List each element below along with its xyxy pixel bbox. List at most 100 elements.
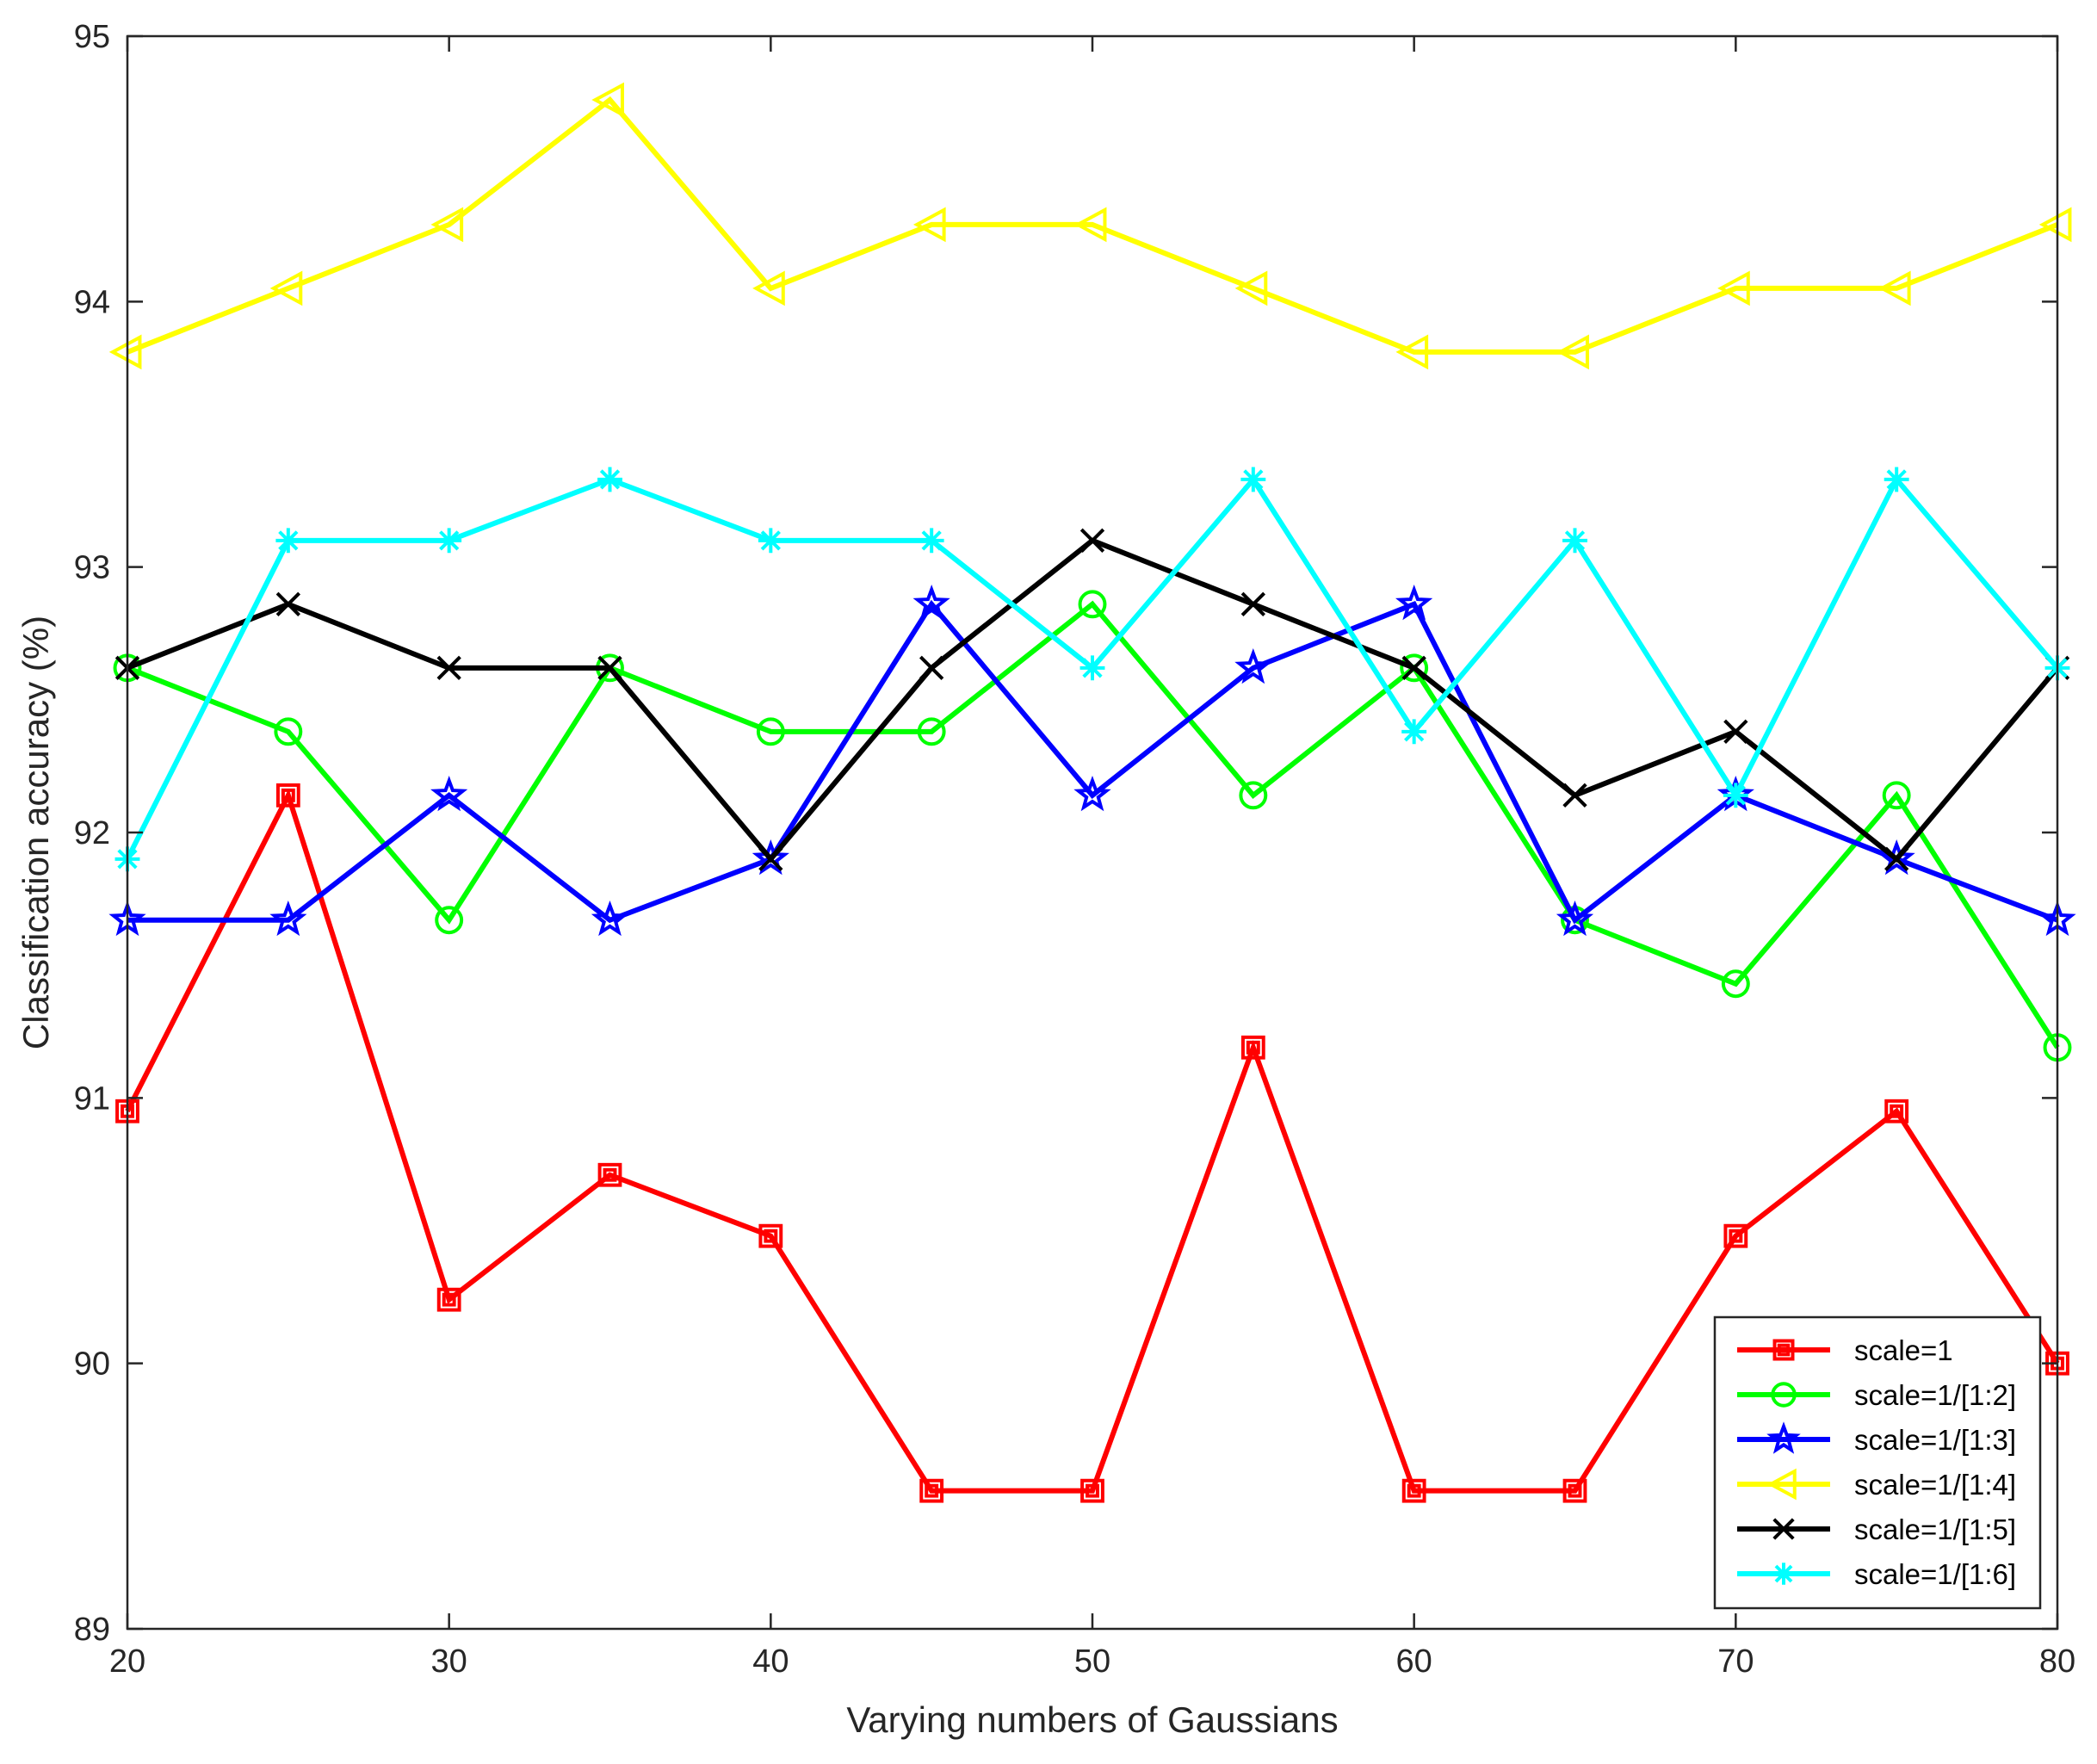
triangle-marker [1234, 270, 1268, 306]
data-point [597, 655, 622, 680]
square-marker [1080, 1478, 1104, 1503]
square-marker-inner [764, 1229, 778, 1243]
data-point [1401, 1478, 1426, 1503]
data-point [1240, 1035, 1265, 1060]
star-marker [1556, 900, 1594, 937]
x-marker [275, 591, 300, 616]
circle-marker [1721, 969, 1750, 999]
triangle-marker [912, 207, 946, 243]
triangle-marker [752, 270, 785, 306]
circle-marker [1771, 1382, 1797, 1408]
square-marker-inner [925, 1483, 939, 1498]
data-point [1395, 334, 1429, 370]
legend-item: scale=1/[1:4] [1737, 1468, 2016, 1501]
data-point [591, 900, 629, 937]
legend-label: scale=1 [1854, 1334, 1953, 1366]
star-marker [1073, 776, 1111, 812]
asterisk-marker [758, 528, 783, 554]
asterisk-marker [919, 528, 944, 554]
data-point [1562, 528, 1587, 554]
series-layer [108, 82, 2076, 1503]
x-marker [1240, 591, 1265, 616]
x-marker [1723, 719, 1748, 744]
asterisk-marker [1772, 1563, 1795, 1585]
data-point [1401, 719, 1427, 745]
square-marker [1401, 1478, 1426, 1503]
asterisk-marker [1723, 783, 1748, 808]
asterisk-marker [1884, 467, 1909, 492]
legend: scale=1 scale=1/[1:2] scale=1/[1:3] scale=1… [1713, 1315, 2042, 1610]
data-point [1721, 969, 1750, 999]
circle-marker [435, 906, 464, 935]
data-point [919, 1478, 944, 1503]
data-point [1717, 270, 1750, 306]
x-tick-label: 40 [752, 1643, 789, 1680]
series-line [125, 788, 2060, 1494]
asterisk-marker [1079, 655, 1105, 681]
square-marker [1240, 1035, 1265, 1060]
y-tick-label: 90 [74, 1346, 110, 1383]
legend-item: scale=1/[1:6] [1737, 1558, 2016, 1590]
data-point [752, 270, 785, 306]
data-point [597, 467, 622, 492]
data-point [758, 528, 783, 554]
triangle-marker [1073, 207, 1107, 243]
circle-marker [1400, 653, 1429, 683]
data-point [269, 900, 307, 937]
data-point [274, 717, 303, 746]
triangle-marker [2038, 207, 2072, 243]
square-marker-inner [1777, 1343, 1791, 1357]
square-marker [436, 1287, 461, 1312]
x-tick-label: 60 [1396, 1643, 1432, 1680]
legend-label: scale=1/[1:3] [1854, 1424, 2016, 1456]
data-point [1079, 655, 1105, 681]
circle-marker [1882, 781, 1911, 810]
asterisk-marker [275, 528, 301, 554]
legend-label: scale=1/[1:6] [1854, 1558, 2016, 1590]
data-point [758, 846, 783, 871]
data-point [1884, 846, 1909, 871]
data-point [1073, 207, 1107, 243]
square-marker-inner [1568, 1483, 1582, 1498]
x-tick-label: 50 [1074, 1643, 1110, 1680]
triangle-marker [591, 82, 624, 118]
square-marker [597, 1162, 622, 1187]
circle-marker [917, 717, 946, 746]
data-point [1239, 781, 1268, 810]
data-point [275, 783, 300, 808]
star-marker [1877, 839, 1915, 876]
y-tick-label: 93 [74, 550, 110, 586]
data-point [436, 528, 462, 554]
data-point [275, 591, 300, 616]
data-point [597, 1162, 622, 1187]
series-line [126, 600, 2060, 1049]
asterisk-marker [597, 467, 622, 492]
triangle-marker [1717, 270, 1750, 306]
x-marker [436, 655, 461, 680]
star-marker [912, 585, 950, 621]
circle-marker [1078, 590, 1107, 619]
y-axis-label: Classification accuracy (%) [15, 616, 56, 1049]
x-tick-label: 70 [1717, 1643, 1754, 1680]
data-point [2038, 207, 2072, 243]
asterisk-marker [436, 528, 462, 554]
square-marker-inner [1246, 1040, 1260, 1055]
data-point [1078, 590, 1107, 619]
data-point [108, 334, 142, 370]
data-point [1562, 783, 1587, 808]
y-tick-label: 91 [74, 1080, 110, 1117]
x-axis-label: Varying numbers of Gaussians [846, 1699, 1338, 1740]
data-point [591, 82, 624, 118]
y-tick-label: 94 [74, 284, 110, 320]
star-marker [1234, 648, 1272, 684]
star-marker [1395, 585, 1433, 621]
data-point [912, 585, 950, 621]
x-marker [1079, 528, 1105, 553]
data-point [1073, 776, 1111, 812]
data-point [436, 655, 461, 680]
y-tick-label: 92 [74, 815, 110, 851]
square-marker [1884, 1099, 1909, 1123]
legend-item: scale=1 [1737, 1334, 1953, 1366]
legend-label: scale=1/[1:5] [1854, 1513, 2016, 1545]
triangle-marker [430, 207, 464, 243]
